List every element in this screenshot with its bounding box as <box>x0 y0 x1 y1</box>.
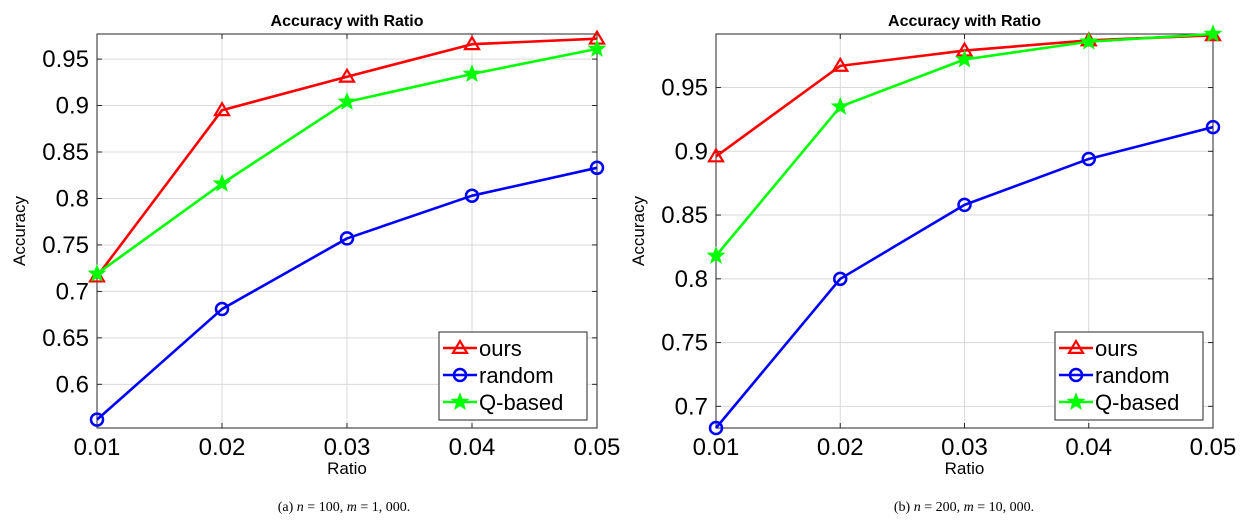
caption-value: = 200, <box>921 500 964 515</box>
legend-label: ours <box>1095 336 1138 361</box>
figure-caption: (b) n = 200, m = 10, 000. <box>894 500 1034 515</box>
y-tick-label: 0.95 <box>661 75 708 102</box>
y-tick-label: 0.75 <box>661 330 708 357</box>
caption-label: (a) <box>278 500 297 515</box>
x-tick-label: 0.02 <box>817 434 864 461</box>
chart-title: Accuracy with Ratio <box>271 13 424 30</box>
data-point <box>87 263 107 282</box>
data-point <box>1081 151 1096 167</box>
y-tick-label: 0.65 <box>42 325 89 352</box>
legend-marker <box>452 367 468 383</box>
data-point <box>1079 31 1099 50</box>
y-axis-label: Accuracy <box>10 196 29 266</box>
chart-title: Accuracy with Ratio <box>888 13 1041 30</box>
x-tick-label: 0.05 <box>1190 434 1237 461</box>
x-tick-label: 0.04 <box>1065 434 1112 461</box>
legend-label: ours <box>479 336 522 361</box>
caption-label: (b) <box>894 500 914 515</box>
data-point <box>831 56 850 72</box>
data-point <box>89 412 105 427</box>
data-point <box>706 245 726 264</box>
y-tick-label: 0.75 <box>42 232 89 259</box>
data-point <box>955 49 974 68</box>
data-point <box>589 160 605 176</box>
chart-2: 0.01 0.02 0.03 0.04 0.05 0.7 0.75 0.8 0.85 0.9 0.9… <box>629 13 1236 515</box>
x-axis-label: Ratio <box>327 459 367 478</box>
legend-marker <box>1066 392 1086 411</box>
data-point <box>214 301 230 317</box>
legend-marker <box>450 392 470 411</box>
data-point <box>587 38 607 57</box>
series-line <box>95 37 598 278</box>
y-tick-label: 0.9 <box>675 138 708 165</box>
x-tick-label: 0.04 <box>449 434 496 461</box>
series-q-based <box>706 24 1223 264</box>
data-point <box>462 64 482 82</box>
y-tick-label: 0.8 <box>56 185 89 212</box>
x-axis-label: Ratio <box>945 459 985 478</box>
x-tick-label: 0.01 <box>74 434 121 461</box>
legend-label: random <box>1095 363 1170 388</box>
data-point <box>707 147 725 163</box>
data-point <box>338 67 356 83</box>
data-point <box>337 91 357 110</box>
data-point <box>830 96 850 115</box>
legend-marker <box>1068 367 1084 383</box>
data-point <box>1205 119 1221 135</box>
y-tick-label: 0.85 <box>661 202 708 229</box>
legend-marker <box>1067 338 1085 354</box>
caption-var: m <box>347 500 357 515</box>
series-line <box>96 166 598 421</box>
y-tick-label: 0.95 <box>42 46 89 73</box>
series-random <box>89 160 605 427</box>
legend-label: Q-based <box>1095 390 1179 415</box>
figure-caption: (a) n = 100, m = 1, 000. <box>278 500 410 515</box>
x-tick-label: 0.02 <box>199 434 246 461</box>
data-point <box>212 173 232 192</box>
data-point <box>464 188 480 203</box>
data-point <box>957 197 972 213</box>
data-point <box>213 101 231 117</box>
series-line <box>715 125 1214 429</box>
caption-value: = 10, 000. <box>974 500 1034 515</box>
y-tick-label: 0.9 <box>56 93 89 120</box>
data-point <box>339 231 355 246</box>
caption-value: = 100, <box>304 500 347 515</box>
legend-marker <box>451 338 469 354</box>
data-point <box>708 420 724 436</box>
caption-value: = 1, 000. <box>357 500 410 515</box>
y-tick-label: 0.8 <box>675 266 708 293</box>
x-tick-label: 0.01 <box>693 434 740 461</box>
x-tick-label: 0.03 <box>324 434 371 461</box>
y-tick-label: 0.7 <box>675 393 708 420</box>
data-point <box>1203 24 1223 43</box>
series-q-based <box>87 38 607 282</box>
y-axis-label: Accuracy <box>629 196 648 266</box>
y-tick-label: 0.7 <box>56 278 89 305</box>
chart-1: 0.01 0.02 0.03 0.04 0.05 0.6 0.65 0.7 0.75 0.8 0.8… <box>10 13 620 515</box>
y-tick-label: 0.85 <box>42 139 89 166</box>
caption-var: n <box>297 500 304 515</box>
caption-var: n <box>914 500 921 515</box>
x-tick-label: 0.03 <box>941 434 988 461</box>
caption-var: m <box>964 500 974 515</box>
y-tick-label: 0.6 <box>56 371 89 398</box>
legend-label: random <box>479 363 554 388</box>
data-point <box>833 271 848 287</box>
series-random <box>708 119 1221 436</box>
x-tick-label: 0.05 <box>574 434 621 461</box>
data-point <box>463 35 481 51</box>
legend-label: Q-based <box>479 390 563 415</box>
